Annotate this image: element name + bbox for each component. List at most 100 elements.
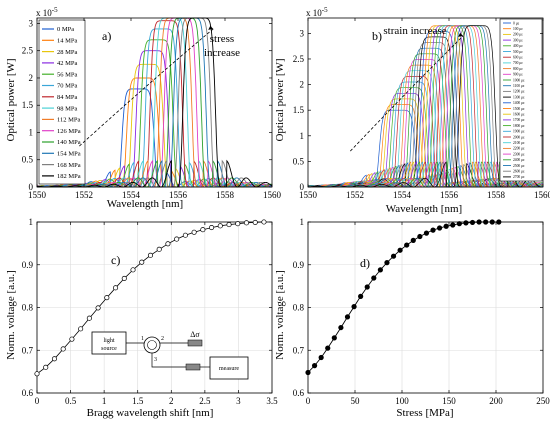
d-data-point-8 [358,293,364,299]
c-xtick-label-6: 3 [236,396,241,406]
a-legend-label-1: 14 MPa [57,38,78,45]
a-legend-label-13: 182 MPa [57,173,81,180]
a-legend-label-2: 28 MPa [57,49,78,56]
a-legend-label-8: 112 MPa [57,117,81,124]
panel-d-series [305,219,502,376]
panel-c: 0 0.5 1 1.5 2 2.5 3 3.5 0.6 0.7 0.8 0.9 1 c) Bragg w… [5,217,278,419]
a-legend-label-11: 154 MPa [57,151,81,158]
b-ytick-label-6: 3 [300,28,305,38]
panel-d-xlabel: Stress [MPa] [396,407,453,419]
b-legend-label-9: 900 με [513,73,523,77]
a-legend-label-4: 56 MPa [57,71,78,78]
d-data-point-22 [450,222,456,228]
c-data-point-19 [200,227,206,233]
circulator-port-1: 1 [141,336,144,342]
d-data-point-1 [311,363,318,369]
d-data-point-19 [430,227,436,233]
b-legend-label-20: 2000 με [513,135,525,139]
d-ytick-label-0: 0.6 [293,388,305,398]
d-ytick-label-1: 0.7 [293,345,305,355]
c-data-point-6 [86,315,92,321]
inset-fiber-down [151,353,188,368]
panel-c-label: c) [111,253,120,267]
panel-d-axes: 0 50 100 150 200 250 0.6 0.7 0.8 0.9 1 [293,217,550,406]
d-data-point-18 [423,230,430,236]
a-legend-label-3: 42 MPa [57,60,78,67]
d-data-point-0 [305,369,311,376]
panel-b-label: b) [372,29,382,43]
c-data-point-1 [43,364,49,370]
b-legend-label-16: 1600 με [513,113,525,117]
panel-b-axes: 1550 1552 1554 1556 1558 1560 0 0.5 1 1.5 2 2.5 3 [293,17,550,200]
d-data-point-26 [476,219,482,225]
b-xtick-label-0: 1550 [299,190,318,200]
c-data-point-10 [121,275,127,281]
d-data-point-24 [463,220,469,226]
a-ytick-label-6: 3 [29,18,34,28]
panel-a-ylabel: Optical power [W] [5,58,17,141]
b-legend-label-10: 1000 με [513,78,525,82]
d-data-point-11 [377,267,383,273]
d-xtick-label-4: 200 [489,396,503,406]
a-xtick-label-3: 1556 [169,190,188,200]
c-data-point-3 [60,346,66,352]
d-ytick-label-3: 0.9 [293,260,305,270]
panel-c-xlabel: Bragg wavelength shift [nm] [87,407,214,419]
c-data-point-22 [226,222,232,228]
b-trend-arrow [350,35,464,152]
b-legend-label-19: 1900 με [513,130,525,134]
a-trend-arrow [79,28,214,147]
c-data-point-16 [174,236,180,242]
a-ytick-label-1: 0.5 [22,155,34,165]
panel-b-y-exponent: x 10-5 [306,6,328,18]
a-xtick-label-5: 1560 [263,190,282,200]
b-legend-label-25: 2500 με [513,164,525,168]
panel-a-legend: 0 MPa 14 MPa 28 MPa 42 MPa 56 MPa 70 MPa 84 MP… [38,19,86,185]
circulator-port-3: 3 [154,357,157,363]
b-xtick-label-1: 1552 [346,190,364,200]
c-data-point-26 [261,219,267,225]
panel-c-ylabel: Norm. voltage [a.u.] [5,270,17,360]
b-legend-label-3: 300 με [513,38,523,42]
b-legend-label-21: 2100 με [513,141,525,145]
b-xtick-label-2: 1554 [393,190,412,200]
c-data-point-7 [95,305,101,311]
b-legend-label-6: 600 με [513,56,523,60]
c-ytick-label-0: 0.6 [22,388,34,398]
c-data-point-5 [78,326,84,332]
panel-a-axes: 1550 1552 1554 1556 1558 1560 0 0.5 1 1.5 2 2.5 3 [22,17,282,200]
d-data-point-10 [371,275,377,281]
a-ytick-label-2: 1 [29,127,34,137]
d-data-point-12 [384,260,390,266]
panel-b-annotation: strain increase [383,25,446,37]
d-data-point-29 [496,219,502,225]
a-xtick-label-0: 1550 [28,190,47,200]
d-ytick-label-4: 1 [300,217,305,227]
b-ytick-label-5: 2.5 [293,54,305,64]
b-xtick-label-3: 1556 [440,190,459,200]
panel-a-xlabel: Wavelength [nm] [107,198,183,210]
b-xtick-label-5: 1560 [534,190,550,200]
panel-c-inset-schematic: light source 1 2 3 Δσ measure [91,330,249,380]
panel-a-y-exponent: x 10-5 [36,6,58,18]
c-ytick-label-2: 0.8 [22,303,34,313]
b-legend-label-1: 100 με [513,27,523,31]
a-legend-label-10: 140 MPa [57,139,81,146]
a-xtick-label-4: 1558 [216,190,235,200]
a-legend-label-6: 84 MPa [57,94,78,101]
c-data-point-24 [243,220,250,226]
a-ytick-label-4: 2 [29,73,34,83]
c-xtick-label-2: 1 [102,396,107,406]
stress-delta-label: Δσ [190,330,200,339]
a-legend-box [38,19,86,185]
panel-a-label: a) [102,29,111,43]
c-data-point-11 [130,267,136,273]
c-data-point-8 [104,295,110,301]
c-data-point-17 [182,232,188,238]
a-ytick-label-3: 1.5 [22,100,34,110]
d-data-point-2 [318,354,324,361]
fbg-sensor [187,339,203,347]
light-source-label-2: source [101,346,117,352]
c-ytick-label-1: 0.7 [22,345,34,355]
